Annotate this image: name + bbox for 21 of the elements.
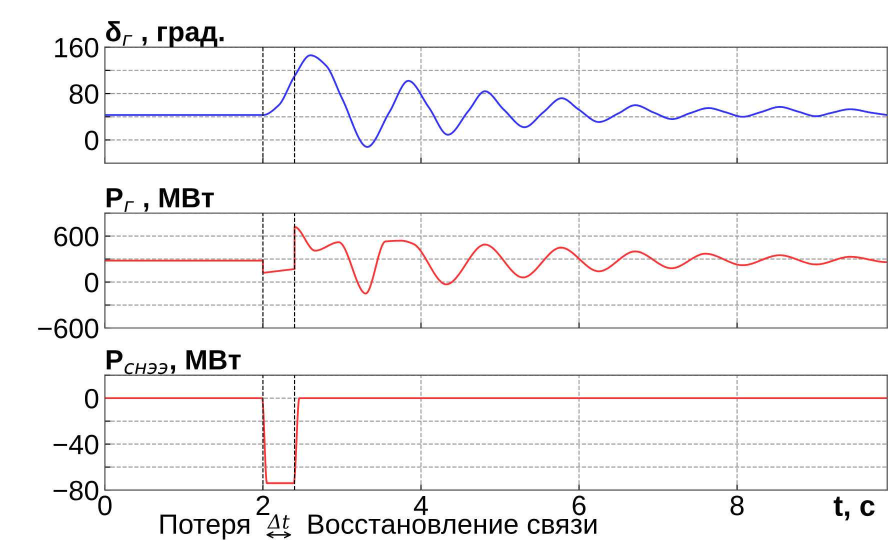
text: Δt: [267, 514, 290, 529]
y-tick-label: 0: [84, 388, 98, 408]
y-tick-label: −40: [54, 434, 98, 454]
y-tick-label: 0: [84, 272, 98, 292]
y-tick-label: −600: [38, 318, 98, 338]
x-tick-label: 0: [98, 496, 112, 516]
y-axis-title: δ$_{г}$ , град.: [106, 21, 224, 47]
y-tick-label: 600: [54, 226, 98, 246]
y-tick-label: 160: [55, 38, 98, 58]
y-axis-title: P$_{снээ}$, МВт: [106, 350, 241, 374]
y-tick-label: −80: [54, 480, 98, 500]
x-axis-title: t, с: [834, 496, 875, 520]
x-tick-label: 4: [414, 496, 428, 516]
x-tick-label: 6: [572, 496, 586, 516]
x-tick-label: 2: [256, 496, 270, 516]
y-tick-label: 80: [70, 84, 98, 104]
text: Потеря: [160, 514, 250, 540]
text: Восстановление связи: [308, 514, 596, 534]
y-axis-title: P$_{г}$ , МВт: [106, 188, 214, 212]
x-tick-label: 8: [730, 496, 744, 516]
y-tick-label: 0: [84, 130, 98, 150]
